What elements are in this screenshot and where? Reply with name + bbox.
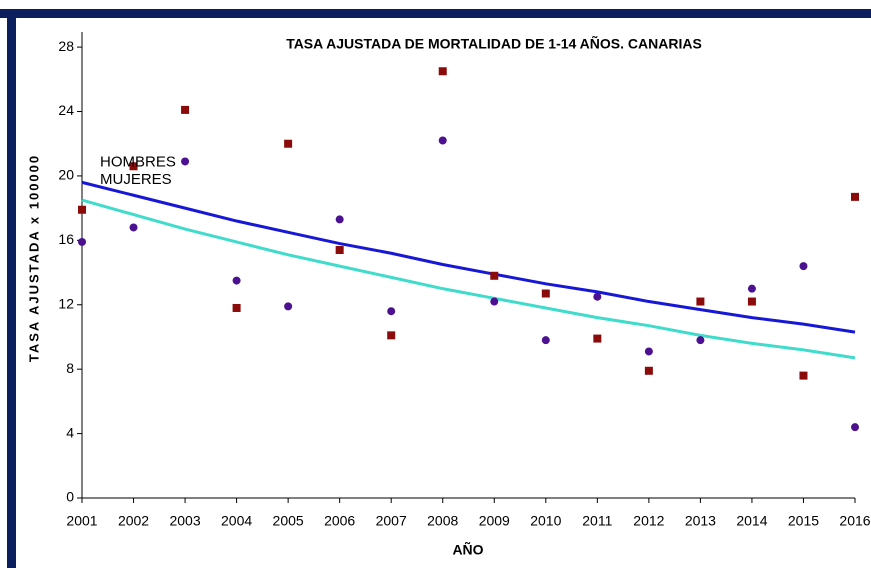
x-tick-label: 2001 [66,513,97,529]
x-tick-label: 2002 [118,513,149,529]
point [438,136,447,145]
x-axis-label: AÑO [452,541,483,558]
x-tick-label: 2012 [633,513,664,529]
point [387,331,396,340]
point [851,423,859,432]
point [181,157,190,166]
x-tick-label: 2007 [376,513,407,529]
series-label: HOMBRES [100,153,176,170]
y-tick-label: 12 [58,295,74,311]
point [490,297,499,306]
point [387,307,396,316]
x-tick-label: 2015 [788,513,819,529]
x-tick-label: 2009 [479,513,510,529]
point [284,302,293,311]
x-tick-label: 2004 [221,513,252,529]
point [438,67,447,76]
series-label: MUJERES [100,171,172,188]
point [129,162,138,171]
point [541,289,550,298]
point [799,262,808,271]
y-tick-label: 8 [66,360,74,376]
trend-line [81,180,856,334]
point [593,292,602,301]
point [593,334,602,343]
x-tick-label: 2011 [582,513,612,529]
x-tick-label: 2010 [530,513,561,529]
point [78,237,86,246]
x-tick-label: 2013 [685,513,716,529]
point [232,303,241,312]
point [181,105,190,114]
point [644,347,653,356]
point [129,223,138,232]
point [78,205,86,214]
trend-line [81,198,856,360]
x-tick-label: 2003 [169,513,200,529]
chart-title: TASA AJUSTADA DE MORTALIDAD DE 1-14 AÑOS… [286,35,702,52]
point [696,336,705,345]
point [747,297,756,306]
point [696,297,705,306]
point [335,215,344,224]
y-tick-label: 24 [58,102,74,118]
point [851,192,859,201]
y-tick-label: 4 [66,424,74,440]
point [232,276,241,285]
point [644,366,653,375]
x-tick-label: 2006 [324,513,355,529]
point [541,336,550,345]
x-tick-label: 2008 [427,513,458,529]
point [747,284,756,293]
x-tick-label: 2005 [273,513,304,529]
x-tick-label: 2016 [839,513,870,529]
y-tick-label: 20 [58,167,74,183]
y-axis-label: TASA AJUSTADA x 100000 [26,154,41,362]
point [284,139,293,148]
y-tick-label: 28 [58,38,74,54]
point [799,371,808,380]
x-tick-label: 2014 [736,513,767,529]
point [490,271,499,280]
y-tick-label: 16 [58,231,74,247]
y-tick-label: 0 [66,489,74,505]
frame-left [7,9,16,568]
point [335,246,344,255]
frame-top [0,9,871,18]
